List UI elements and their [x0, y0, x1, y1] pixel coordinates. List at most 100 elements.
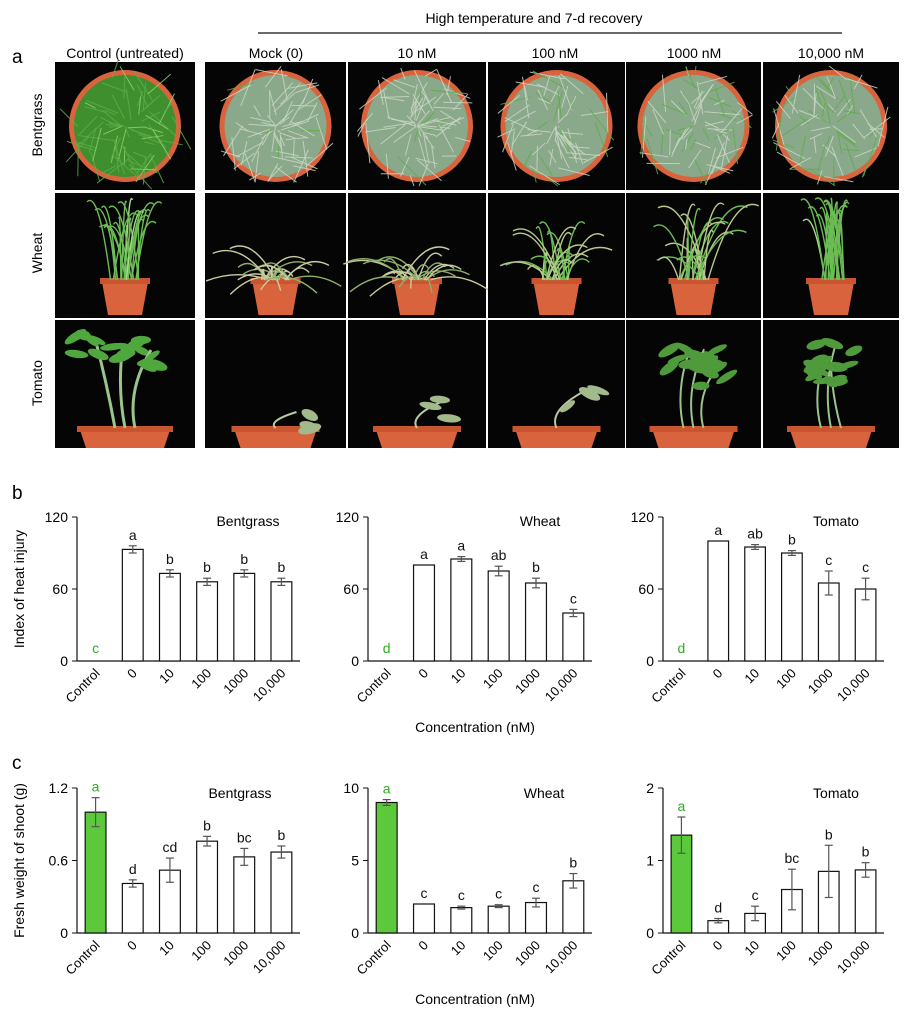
x-tick-label: 10 — [741, 666, 762, 687]
x-tick-label: 100 — [773, 666, 799, 692]
significance-letter: c — [570, 590, 577, 606]
bar-0 — [412, 903, 436, 934]
significance-letter: b — [166, 551, 174, 567]
y-axis-title: Fresh weight of shoot (g) — [11, 783, 27, 938]
y-tick-label: 2 — [646, 780, 654, 796]
x-tick-label: 1000 — [512, 938, 543, 969]
y-tick-label: 1 — [646, 853, 654, 869]
photo-wheat-10000nm — [763, 193, 899, 318]
bar-10 — [158, 572, 181, 662]
chart-b-tomato: 0 60 120 Tomato d Control a 0 ab 10 b 100 c 1000 c 10,0… — [631, 509, 884, 706]
bar-1000 — [233, 856, 256, 934]
significance-letter: a — [714, 522, 722, 538]
y-tick-label: 0 — [60, 653, 68, 669]
significance-letter: bc — [785, 850, 800, 866]
x-tick-label: 10 — [741, 938, 762, 959]
bar-100 — [487, 570, 510, 662]
significance-letter: ab — [747, 526, 763, 542]
x-tick-label: 10,000 — [250, 938, 289, 977]
chart-crop-title: Bentgrass — [208, 785, 271, 801]
chart-crop-title: Wheat — [520, 513, 561, 529]
significance-letter: b — [203, 559, 211, 575]
y-tick-label: 120 — [336, 509, 360, 525]
significance-letter: c — [92, 640, 99, 656]
y-tick-label: 120 — [631, 509, 655, 525]
x-tick-label: 10,000 — [834, 666, 873, 705]
chart-crop-title: Wheat — [524, 785, 565, 801]
y-tick-label: 0 — [351, 925, 359, 941]
significance-letter: a — [129, 527, 137, 543]
significance-letter: a — [678, 798, 686, 814]
x-tick-label: 0 — [124, 666, 140, 682]
photo-bentgrass-control — [55, 58, 195, 190]
significance-letter: d — [714, 900, 722, 916]
bar-control — [375, 801, 398, 934]
photo-tomato-10nm — [348, 320, 486, 448]
significance-letter: b — [278, 827, 286, 843]
y-tick-label: 60 — [343, 581, 359, 597]
x-tick-label: 100 — [480, 666, 506, 692]
row-label-tomato: Tomato — [29, 360, 45, 406]
significance-letter: cd — [163, 839, 178, 855]
bar-10000 — [270, 581, 293, 662]
panel-letter-a: a — [12, 47, 23, 68]
bar-1000 — [524, 582, 548, 662]
y-tick-label: 10 — [343, 780, 359, 796]
x-tick-label: Control — [648, 665, 688, 705]
y-tick-label: 120 — [45, 509, 69, 525]
significance-letter: d — [678, 640, 686, 656]
bar-10 — [450, 907, 473, 934]
photo-tomato-10000nm — [763, 320, 899, 448]
photo-tomato-1000nm — [626, 320, 761, 448]
significance-letter: a — [92, 779, 100, 795]
bar-10000 — [270, 851, 293, 934]
x-tick-label: Control — [62, 937, 102, 977]
bar-100 — [196, 840, 219, 934]
y-tick-label: 0 — [646, 653, 654, 669]
significance-letter: b — [240, 551, 248, 567]
y-tick-label: 60 — [52, 581, 68, 597]
y-tick-label: 60 — [638, 581, 654, 597]
row-label-bentgrass: Bentgrass — [29, 93, 45, 156]
significance-letter: c — [458, 887, 465, 903]
x-tick-label: 10,000 — [250, 666, 289, 705]
x-axis-title: Concentration (nM) — [415, 991, 535, 1007]
y-axis-title: Index of heat injury — [11, 530, 27, 648]
chart-crop-title: Bentgrass — [216, 513, 279, 529]
photo-bentgrass-100nm — [488, 62, 625, 190]
y-tick-label: 1.2 — [49, 780, 69, 796]
significance-letter: b — [788, 532, 796, 548]
significance-letter: b — [825, 826, 833, 842]
bar-1000 — [233, 572, 256, 662]
significance-letter: bc — [237, 829, 252, 845]
column-label-10000nm: 10,000 nM — [798, 45, 864, 61]
chart-c-tomato: 0 1 2 Tomato a Control d 0 c 10 bc 100 b 1000 b 10,000 — [646, 780, 884, 978]
x-tick-label: Control — [648, 937, 688, 977]
significance-letter: c — [825, 552, 832, 568]
photo-wheat-10nm — [343, 193, 492, 318]
x-tick-label: 10,000 — [542, 666, 581, 705]
row-label-wheat: Wheat — [29, 233, 45, 274]
photo-tomato-100nm — [488, 320, 625, 448]
bar-0 — [121, 882, 144, 934]
significance-letter: a — [420, 546, 428, 562]
significance-letter: c — [533, 879, 540, 895]
bar-0 — [121, 548, 144, 662]
significance-letter: ab — [491, 547, 507, 563]
bar-100 — [781, 552, 803, 662]
x-tick-label: 1000 — [220, 666, 251, 697]
chart-b-bentgrass: 0 60 120 Bentgrass c Control a 0 b 10 b 100 b 1000 b 10… — [11, 509, 300, 706]
bar-10 — [450, 558, 473, 662]
photo-bentgrass-1000nm — [626, 62, 761, 190]
significance-letter: c — [495, 886, 502, 902]
x-tick-label: 10 — [156, 666, 177, 687]
photo-wheat-100nm — [488, 193, 625, 318]
significance-letter: b — [569, 855, 577, 871]
bar-10000 — [854, 869, 877, 934]
photo-grid — [55, 58, 899, 448]
significance-letter: b — [278, 559, 286, 575]
column-label-control: Control (untreated) — [66, 45, 184, 61]
x-tick-label: 0 — [415, 938, 431, 954]
